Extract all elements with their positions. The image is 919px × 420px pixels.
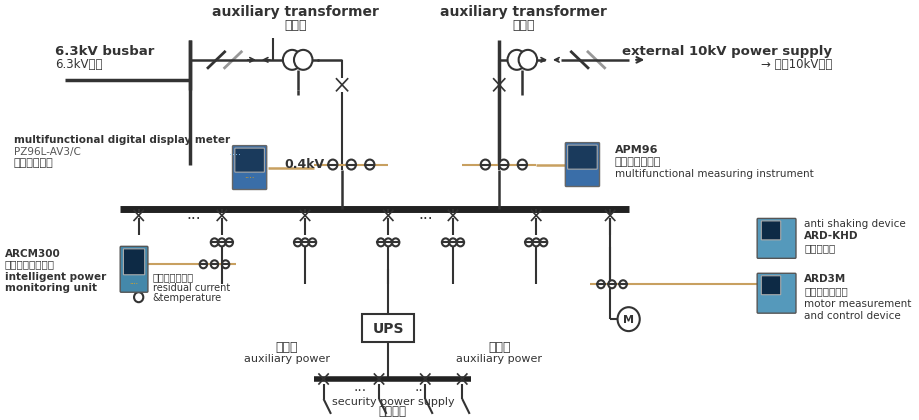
Text: 智慧用电监测单元: 智慧用电监测单元 xyxy=(5,259,54,269)
FancyBboxPatch shape xyxy=(757,273,796,313)
Circle shape xyxy=(499,160,508,170)
Text: &temperature: &temperature xyxy=(153,293,221,303)
Text: intelligent power: intelligent power xyxy=(5,272,106,282)
Text: 6.3kV busbar: 6.3kV busbar xyxy=(55,45,154,58)
Text: 保安电源: 保安电源 xyxy=(379,405,407,418)
Circle shape xyxy=(442,239,449,247)
Circle shape xyxy=(346,160,356,170)
Text: ...: ... xyxy=(414,380,427,394)
Text: 抗晃电装置: 抗晃电装置 xyxy=(804,243,835,253)
Text: ....: .... xyxy=(244,171,255,179)
Circle shape xyxy=(392,239,400,247)
Text: → 外接10kV电源: → 外接10kV电源 xyxy=(761,58,832,71)
FancyBboxPatch shape xyxy=(120,247,148,292)
Text: auxiliary transformer: auxiliary transformer xyxy=(440,5,607,19)
Circle shape xyxy=(525,239,532,247)
Circle shape xyxy=(199,260,207,268)
Circle shape xyxy=(518,50,537,70)
Text: auxiliary power: auxiliary power xyxy=(456,354,542,364)
Circle shape xyxy=(457,239,464,247)
Text: anti shaking device: anti shaking device xyxy=(804,219,906,229)
Circle shape xyxy=(532,239,539,247)
Text: ...: ... xyxy=(187,207,201,222)
Circle shape xyxy=(283,50,301,70)
Text: residual current: residual current xyxy=(153,283,230,293)
Text: security power supply: security power supply xyxy=(332,397,454,407)
Circle shape xyxy=(517,160,527,170)
Circle shape xyxy=(449,239,457,247)
Circle shape xyxy=(210,239,218,247)
Text: multifunctional digital display meter: multifunctional digital display meter xyxy=(14,135,230,144)
Circle shape xyxy=(597,280,605,288)
FancyBboxPatch shape xyxy=(568,145,597,169)
Circle shape xyxy=(481,160,490,170)
Text: 厂用电: 厂用电 xyxy=(488,341,510,354)
Text: PZ96L-AV3/C: PZ96L-AV3/C xyxy=(14,147,81,157)
Text: APM96: APM96 xyxy=(615,144,658,155)
FancyBboxPatch shape xyxy=(757,218,796,258)
FancyBboxPatch shape xyxy=(123,249,144,275)
Text: ARD-KHD: ARD-KHD xyxy=(804,231,858,241)
FancyBboxPatch shape xyxy=(362,314,414,342)
Circle shape xyxy=(608,280,616,288)
Text: monitoring unit: monitoring unit xyxy=(5,283,96,293)
Text: ...: ... xyxy=(418,207,433,222)
Circle shape xyxy=(294,50,312,70)
FancyBboxPatch shape xyxy=(761,221,781,240)
FancyBboxPatch shape xyxy=(761,276,781,295)
Circle shape xyxy=(309,239,316,247)
Text: ....: .... xyxy=(130,279,139,285)
Circle shape xyxy=(377,239,384,247)
Circle shape xyxy=(294,239,301,247)
Text: ARD3M: ARD3M xyxy=(804,274,846,284)
Circle shape xyxy=(365,160,374,170)
Text: 0.4kV: 0.4kV xyxy=(285,158,324,171)
Circle shape xyxy=(221,260,229,268)
Text: 厂用变: 厂用变 xyxy=(512,19,535,32)
FancyBboxPatch shape xyxy=(233,146,267,189)
Circle shape xyxy=(384,239,392,247)
Text: M: M xyxy=(623,315,634,325)
Text: and control device: and control device xyxy=(804,311,901,321)
Circle shape xyxy=(507,50,526,70)
Text: ...: ... xyxy=(354,380,367,394)
Circle shape xyxy=(218,239,225,247)
Text: 厂用电: 厂用电 xyxy=(276,341,298,354)
Text: 剩余电流、温度: 剩余电流、温度 xyxy=(153,272,194,282)
Text: multifunctional measuring instrument: multifunctional measuring instrument xyxy=(615,168,813,178)
Text: ARCM300: ARCM300 xyxy=(5,249,61,259)
Text: external 10kV power supply: external 10kV power supply xyxy=(622,45,832,58)
Text: 厂用变: 厂用变 xyxy=(285,19,307,32)
Text: auxiliary power: auxiliary power xyxy=(244,354,330,364)
Circle shape xyxy=(225,239,233,247)
Circle shape xyxy=(539,239,548,247)
Text: 多功能计量仪表: 多功能计量仪表 xyxy=(615,157,661,167)
FancyBboxPatch shape xyxy=(565,143,599,186)
Text: 6.3kV每线: 6.3kV每线 xyxy=(55,58,103,71)
Circle shape xyxy=(328,160,337,170)
Text: motor measurement: motor measurement xyxy=(804,299,912,309)
Text: 电动机测控装置: 电动机测控装置 xyxy=(804,286,848,296)
Text: UPS: UPS xyxy=(372,322,404,336)
Text: 多功能数显表: 多功能数显表 xyxy=(14,158,53,168)
Text: ....: .... xyxy=(229,147,241,157)
Circle shape xyxy=(619,280,627,288)
Text: auxiliary transformer: auxiliary transformer xyxy=(212,5,380,19)
Circle shape xyxy=(210,260,218,268)
Circle shape xyxy=(301,239,309,247)
FancyBboxPatch shape xyxy=(235,148,265,172)
